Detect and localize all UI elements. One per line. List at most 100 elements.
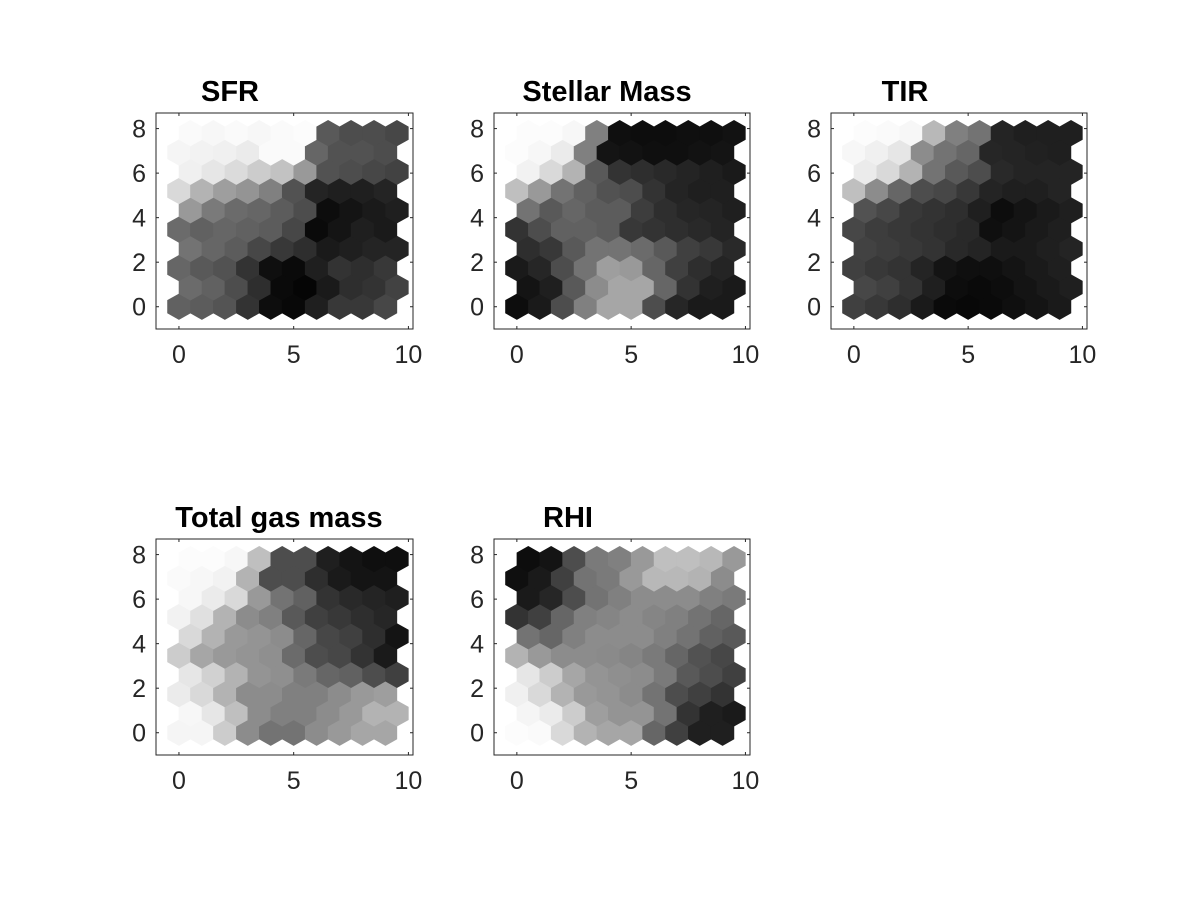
hex-cell-r4-c6 (642, 216, 666, 243)
hex-cell-r4-c0 (505, 642, 529, 669)
hex-cell-r4-c1 (190, 216, 214, 243)
hex-cell-r2-c7 (327, 255, 352, 282)
panel-2: 0 5 10 0 2 4 6 8 TIR (807, 76, 1096, 369)
x-tick-label: 10 (395, 341, 423, 369)
hex-cell-r1-c8 (362, 700, 386, 727)
x-tick-label: 5 (624, 767, 638, 795)
hex-cell-r9-c4 (608, 546, 632, 573)
hex-cell-r2-c4 (259, 255, 283, 282)
hex-cell-r0-c2 (550, 719, 575, 746)
hex-cell-r1-c2 (899, 274, 923, 301)
hex-cell-r2-c3 (573, 681, 598, 708)
hex-cell-r1-c7 (1013, 274, 1037, 301)
hex-cell-r1-c7 (339, 274, 363, 301)
hex-cell-r1-c3 (247, 274, 271, 301)
y-tick-label: 6 (132, 586, 146, 614)
hex-cell-r6-c0 (505, 603, 529, 631)
hex-cell-r5-c4 (270, 623, 294, 650)
hex-cell-r4-c2 (550, 216, 575, 243)
hex-cell-r8-c9 (710, 139, 735, 166)
hex-cell-r5-c9 (722, 197, 746, 224)
hex-cell-r8-c8 (1025, 139, 1049, 166)
hex-cell-r6-c6 (642, 177, 666, 205)
hex-cell-r2-c7 (665, 255, 689, 282)
hex-cell-r4-c2 (213, 216, 237, 243)
hex-cell-r1-c3 (585, 274, 609, 301)
x-tick-label: 10 (1069, 341, 1097, 369)
hex-cell-r0-c6 (642, 293, 666, 320)
hex-cell-r7-c5 (293, 584, 317, 611)
hex-cell-r8-c8 (688, 565, 712, 592)
hex-cell-r1-c4 (608, 700, 632, 727)
chart-title: SFR (201, 76, 259, 108)
hex-cell-r9-c1 (539, 546, 563, 573)
hex-cell-r3-c5 (293, 235, 317, 262)
hex-cell-r7-c6 (316, 158, 340, 185)
hex-cell-r9-c6 (653, 546, 678, 573)
hex-cell-r4-c0 (167, 216, 191, 243)
chart-title: Total gas mass (175, 502, 382, 534)
hex-cell-r0-c1 (528, 719, 552, 746)
hex-cell-r3-c0 (178, 661, 203, 688)
hex-cell-r8-c9 (1047, 139, 1072, 166)
hex-cell-r3-c4 (608, 235, 632, 262)
hex-cell-r5-c7 (676, 623, 700, 650)
hex-cell-r2-c9 (710, 255, 735, 282)
hex-cell-r2-c6 (304, 681, 329, 708)
hex-cell-r1-c0 (178, 274, 203, 301)
hex-cell-r6-c7 (327, 603, 352, 631)
hex-cell-r5-c9 (722, 623, 746, 650)
hex-cell-r4-c3 (573, 642, 598, 669)
hex-cell-r2-c9 (373, 681, 398, 708)
hex-cell-r7-c5 (967, 158, 992, 185)
hex-cell-r8-c1 (190, 139, 214, 166)
axes-frame (493, 112, 751, 330)
hex-cell-r0-c2 (887, 293, 912, 320)
hex-cell-r7-c4 (270, 158, 294, 185)
hex-cell-r4-c5 (619, 216, 643, 243)
y-tick-label: 0 (132, 720, 146, 748)
hex-cell-r3-c8 (362, 235, 386, 262)
hex-cell-r0-c0 (505, 719, 529, 746)
hex-cell-r6-c8 (688, 603, 712, 631)
x-tick-label: 10 (732, 767, 760, 795)
hex-cell-r6-c2 (887, 177, 912, 205)
hex-cell-r4-c8 (350, 642, 375, 669)
hex-cell-r9-c2 (224, 546, 249, 573)
hex-cell-r7-c6 (653, 584, 678, 611)
hex-cell-r2-c7 (1002, 255, 1026, 282)
hex-cell-r8-c5 (956, 139, 980, 166)
hex-cell-r8-c1 (865, 139, 889, 166)
hex-cell-r6-c4 (259, 177, 283, 205)
hex-cell-r9-c3 (585, 546, 609, 573)
hex-cell-r9-c9 (385, 120, 409, 147)
hex-cell-r4-c7 (665, 642, 689, 669)
hex-cell-r6-c7 (665, 177, 689, 205)
hex-cell-r0-c0 (167, 293, 191, 320)
hex-cell-r0-c8 (1025, 293, 1049, 320)
hex-cell-r9-c6 (316, 120, 340, 147)
hex-cell-r9-c8 (699, 120, 723, 147)
hex-cell-r8-c8 (688, 139, 712, 166)
hex-cell-r1-c0 (178, 700, 203, 727)
hex-cell-r4-c2 (887, 216, 912, 243)
hex-cell-r3-c2 (899, 235, 923, 262)
hex-cell-r4-c7 (665, 216, 689, 243)
hex-cell-r1-c9 (722, 274, 746, 301)
hex-cell-r9-c7 (676, 120, 700, 147)
hex-cell-r3-c8 (1036, 235, 1060, 262)
hex-cell-r3-c7 (676, 235, 700, 262)
hex-cell-r4-c6 (979, 216, 1003, 243)
y-tick-label: 8 (470, 116, 484, 144)
hex-cell-r3-c3 (585, 661, 609, 688)
hex-cell-r3-c7 (1013, 235, 1037, 262)
hex-cell-r6-c5 (281, 603, 306, 631)
hex-cell-r6-c9 (373, 603, 398, 631)
y-tick-label: 2 (470, 675, 484, 703)
hex-cell-r0-c4 (933, 293, 957, 320)
hex-cell-r8-c0 (167, 565, 191, 592)
hex-cell-r7-c2 (562, 584, 586, 611)
hex-cell-r2-c5 (281, 681, 306, 708)
hex-cell-r0-c6 (304, 293, 329, 320)
hex-cell-r6-c8 (350, 603, 375, 631)
